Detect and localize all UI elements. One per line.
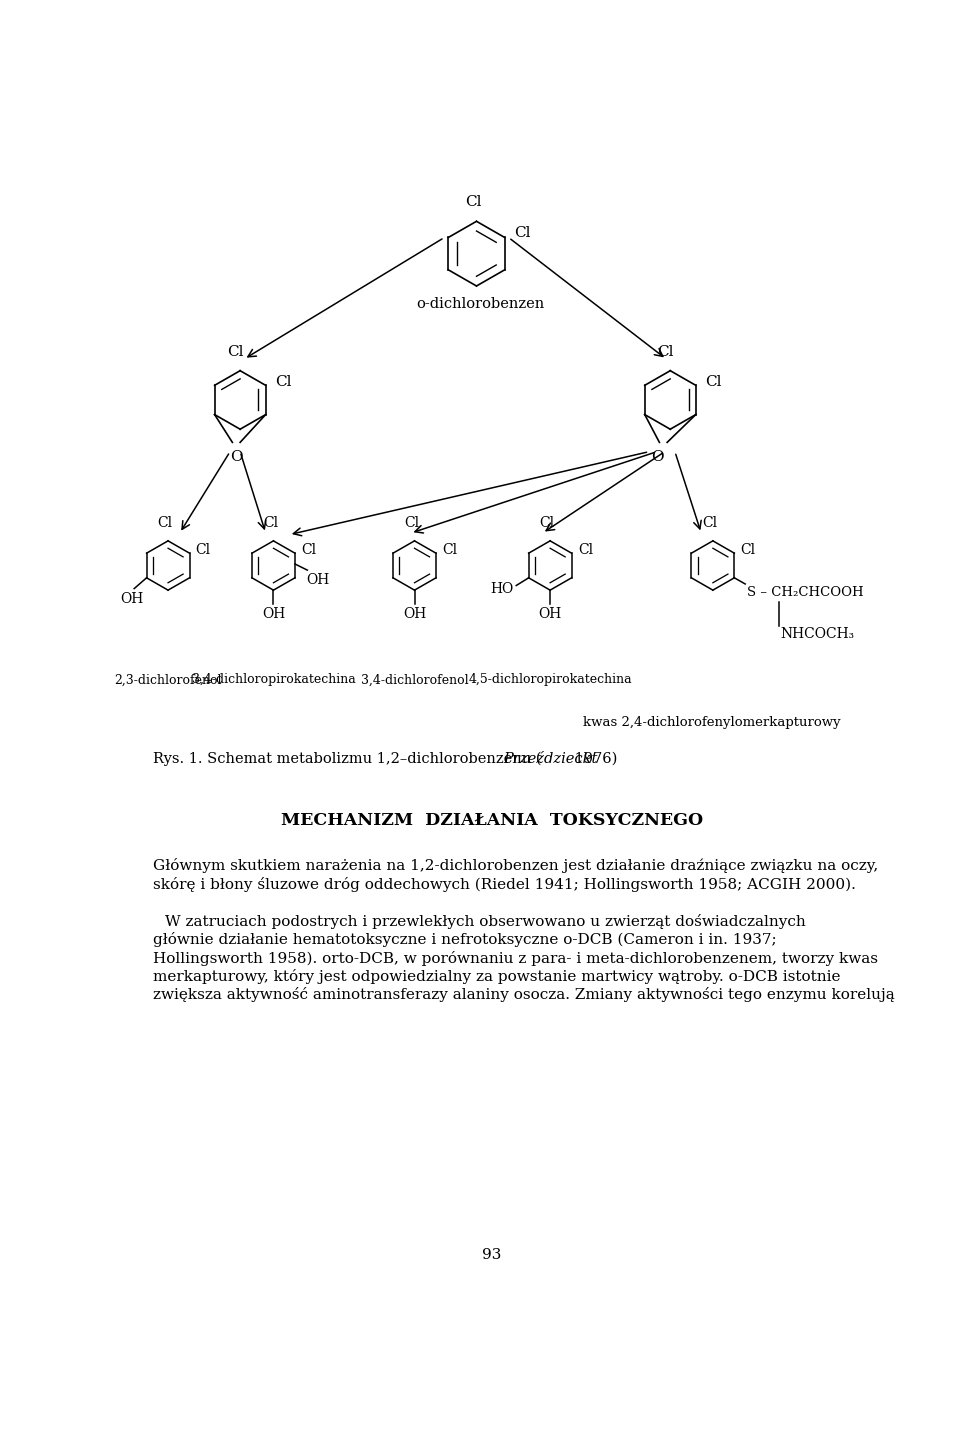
Text: Cl: Cl xyxy=(466,194,482,209)
Text: Cl: Cl xyxy=(514,226,531,240)
Text: kwas 2,4-dichlorofenylomerkapturowy: kwas 2,4-dichlorofenylomerkapturowy xyxy=(583,716,841,729)
Text: Cl: Cl xyxy=(702,516,717,530)
Text: Cl: Cl xyxy=(740,543,756,557)
Text: 93: 93 xyxy=(482,1248,502,1263)
Text: Cl: Cl xyxy=(540,516,555,530)
Text: Przeździeckt: Przeździeckt xyxy=(503,752,597,766)
Text: O: O xyxy=(652,451,664,464)
Text: O: O xyxy=(230,451,243,464)
Text: 3,4-dichlorofenol: 3,4-dichlorofenol xyxy=(361,674,468,687)
Text: Cl: Cl xyxy=(705,376,722,389)
Text: Cl: Cl xyxy=(228,346,244,359)
Text: Cl: Cl xyxy=(404,516,419,530)
Text: głównie działanie hematotoksyczne i nefrotoksyczne o-DCB (Cameron i in. 1937;: głównie działanie hematotoksyczne i nefr… xyxy=(153,932,777,948)
Text: Cl: Cl xyxy=(196,543,211,557)
Text: Cl: Cl xyxy=(301,543,316,557)
Text: Cl: Cl xyxy=(578,543,593,557)
Text: Cl: Cl xyxy=(443,543,457,557)
Text: W zatruciach podostrych i przewlekłych obserwowano u zwierząt doświadczalnych: W zatruciach podostrych i przewlekłych o… xyxy=(165,913,805,929)
Text: OH: OH xyxy=(306,573,329,588)
Text: Cl: Cl xyxy=(658,346,674,359)
Text: OH: OH xyxy=(262,608,285,621)
Text: Rys. 1. Schemat metabolizmu 1,2–dichlorobenzenu (: Rys. 1. Schemat metabolizmu 1,2–dichloro… xyxy=(153,752,541,766)
Text: merkapturowy, który jest odpowiedzialny za powstanie martwicy wątroby. o-DCB ist: merkapturowy, który jest odpowiedzialny … xyxy=(153,969,840,984)
Text: 3,4-dichloropirokatechina: 3,4-dichloropirokatechina xyxy=(192,674,355,687)
Text: Cl: Cl xyxy=(263,516,277,530)
Text: OH: OH xyxy=(403,608,426,621)
Text: o-dichlorobenzen: o-dichlorobenzen xyxy=(417,297,544,311)
Text: Cl: Cl xyxy=(157,516,173,530)
Text: 2,3-dichlorofenol: 2,3-dichlorofenol xyxy=(114,674,222,687)
Text: 4,5-dichloropirokatechina: 4,5-dichloropirokatechina xyxy=(468,674,632,687)
Text: Cl: Cl xyxy=(275,376,292,389)
Text: NHCOCH₃: NHCOCH₃ xyxy=(780,626,854,641)
Text: OH: OH xyxy=(539,608,562,621)
Text: Głównym skutkiem narażenia na 1,2-dichlorobenzen jest działanie draźniące związk: Głównym skutkiem narażenia na 1,2-dichlo… xyxy=(153,858,877,873)
Text: MECHANIZM  DZIAŁANIA  TOKSYCZNEGO: MECHANIZM DZIAŁANIA TOKSYCZNEGO xyxy=(281,812,703,829)
Text: zwiększa aktywność aminotransferazy alaniny osocza. Zmiany aktywności tego enzym: zwiększa aktywność aminotransferazy alan… xyxy=(153,988,895,1002)
Text: OH: OH xyxy=(120,592,143,606)
Text: S – CH₂CHCOOH: S – CH₂CHCOOH xyxy=(747,586,863,599)
Text: skórę i błony śluzowe dróg oddechowych (Riedel 1941; Hollingsworth 1958; ACGIH 2: skórę i błony śluzowe dróg oddechowych (… xyxy=(153,877,855,891)
Text: HO: HO xyxy=(490,582,514,596)
Text: 1976): 1976) xyxy=(569,752,617,766)
Text: Hollingsworth 1958). orto-DCB, w porównaniu z para- i meta-dichlorobenzenem, two: Hollingsworth 1958). orto-DCB, w porówna… xyxy=(153,950,877,965)
